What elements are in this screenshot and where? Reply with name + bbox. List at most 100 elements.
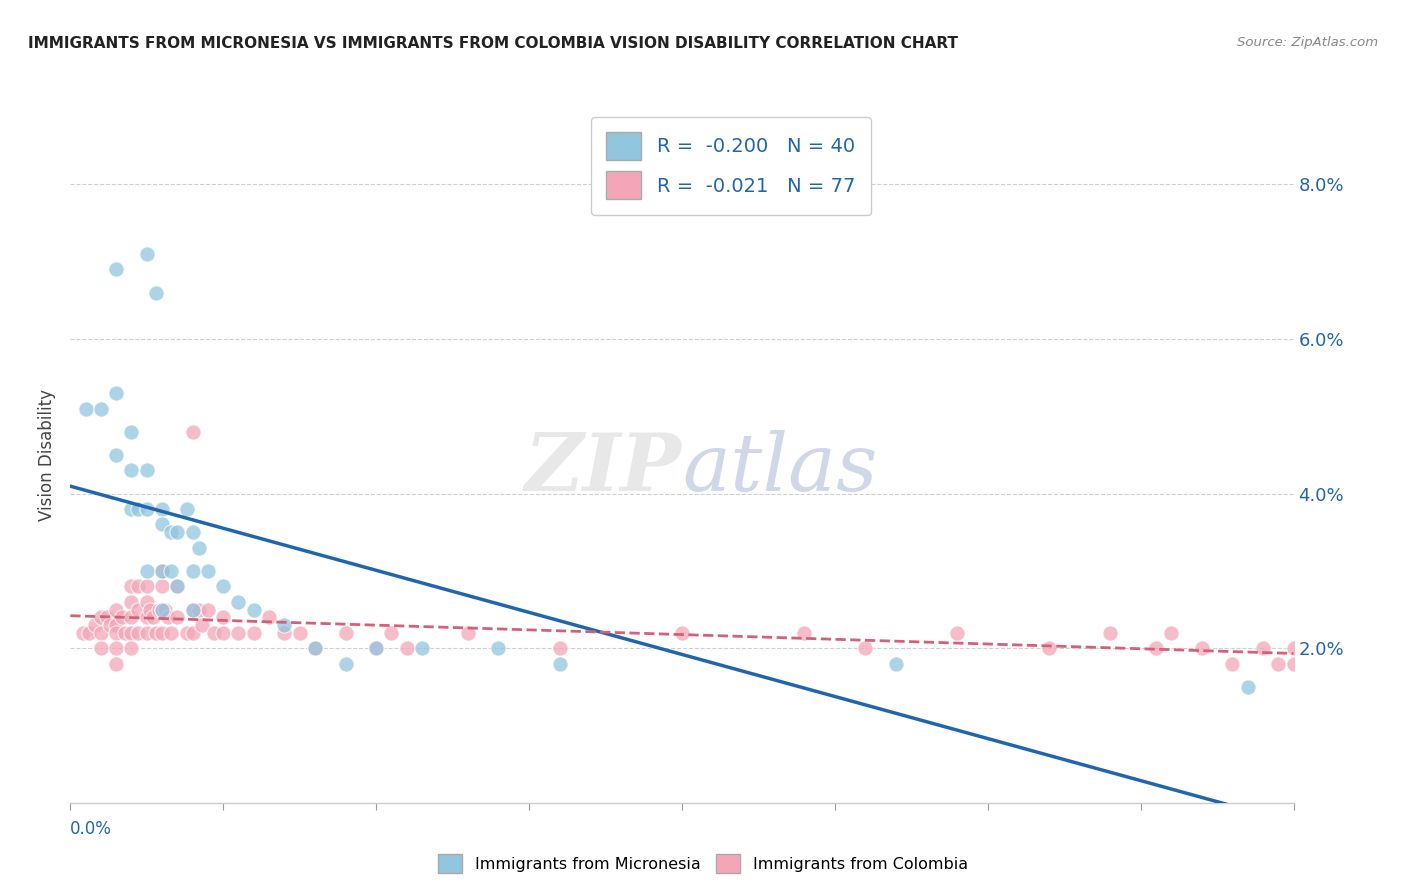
Point	[548, 641, 571, 656]
Point	[90, 625, 112, 640]
Point	[166, 525, 188, 540]
Point	[135, 625, 157, 640]
Point	[228, 625, 250, 640]
Text: 0.0%: 0.0%	[70, 821, 112, 838]
Point	[114, 625, 136, 640]
Point	[127, 579, 149, 593]
Point	[127, 602, 149, 616]
Point	[148, 602, 170, 616]
Legend: R =  -0.200   N = 40, R =  -0.021   N = 77: R = -0.200 N = 40, R = -0.021 N = 77	[591, 117, 870, 215]
Point	[135, 502, 157, 516]
Text: atlas: atlas	[682, 430, 877, 508]
Point	[166, 610, 188, 624]
Point	[1144, 641, 1167, 656]
Point	[212, 625, 235, 640]
Point	[946, 625, 969, 640]
Point	[855, 641, 877, 656]
Point	[884, 657, 907, 671]
Point	[121, 625, 143, 640]
Text: Source: ZipAtlas.com: Source: ZipAtlas.com	[1237, 36, 1378, 49]
Point	[304, 641, 326, 656]
Point	[160, 564, 183, 578]
Y-axis label: Vision Disability: Vision Disability	[38, 389, 56, 521]
Point	[77, 625, 100, 640]
Point	[90, 401, 112, 416]
Point	[145, 285, 167, 300]
Point	[548, 657, 571, 671]
Point	[197, 602, 219, 616]
Point	[150, 625, 173, 640]
Point	[160, 625, 183, 640]
Point	[273, 625, 295, 640]
Point	[135, 564, 157, 578]
Point	[139, 602, 162, 616]
Point	[671, 625, 693, 640]
Point	[212, 579, 235, 593]
Point	[105, 618, 128, 632]
Point	[197, 564, 219, 578]
Point	[105, 641, 128, 656]
Point	[1220, 657, 1243, 671]
Point	[335, 657, 357, 671]
Point	[1282, 657, 1305, 671]
Point	[793, 625, 815, 640]
Point	[150, 564, 173, 578]
Point	[142, 610, 165, 624]
Point	[150, 517, 173, 532]
Point	[335, 625, 357, 640]
Point	[75, 401, 97, 416]
Point	[181, 625, 204, 640]
Point	[202, 625, 225, 640]
Point	[121, 610, 143, 624]
Point	[1099, 625, 1122, 640]
Point	[1282, 641, 1305, 656]
Point	[1251, 641, 1274, 656]
Point	[191, 618, 214, 632]
Text: IMMIGRANTS FROM MICRONESIA VS IMMIGRANTS FROM COLOMBIA VISION DISABILITY CORRELA: IMMIGRANTS FROM MICRONESIA VS IMMIGRANTS…	[28, 36, 957, 51]
Point	[150, 502, 173, 516]
Point	[121, 579, 143, 593]
Point	[212, 610, 235, 624]
Point	[181, 602, 204, 616]
Point	[243, 625, 266, 640]
Point	[380, 625, 402, 640]
Point	[366, 641, 388, 656]
Point	[105, 262, 128, 277]
Point	[135, 247, 157, 261]
Point	[72, 625, 94, 640]
Point	[135, 610, 157, 624]
Point	[176, 625, 198, 640]
Point	[176, 502, 198, 516]
Point	[228, 595, 250, 609]
Point	[135, 595, 157, 609]
Point	[150, 579, 173, 593]
Point	[83, 618, 105, 632]
Point	[181, 525, 204, 540]
Point	[121, 425, 143, 439]
Point	[181, 425, 204, 439]
Point	[488, 641, 510, 656]
Point	[150, 564, 173, 578]
Point	[187, 602, 209, 616]
Point	[90, 641, 112, 656]
Point	[457, 625, 479, 640]
Point	[157, 610, 180, 624]
Point	[181, 602, 204, 616]
Point	[105, 448, 128, 462]
Point	[121, 641, 143, 656]
Point	[121, 502, 143, 516]
Point	[135, 463, 157, 477]
Point	[150, 602, 173, 616]
Point	[1267, 657, 1289, 671]
Point	[121, 595, 143, 609]
Point	[166, 579, 188, 593]
Point	[395, 641, 418, 656]
Point	[1191, 641, 1213, 656]
Point	[105, 625, 128, 640]
Point	[105, 602, 128, 616]
Point	[366, 641, 388, 656]
Point	[153, 602, 176, 616]
Point	[111, 610, 134, 624]
Point	[98, 618, 121, 632]
Point	[160, 525, 183, 540]
